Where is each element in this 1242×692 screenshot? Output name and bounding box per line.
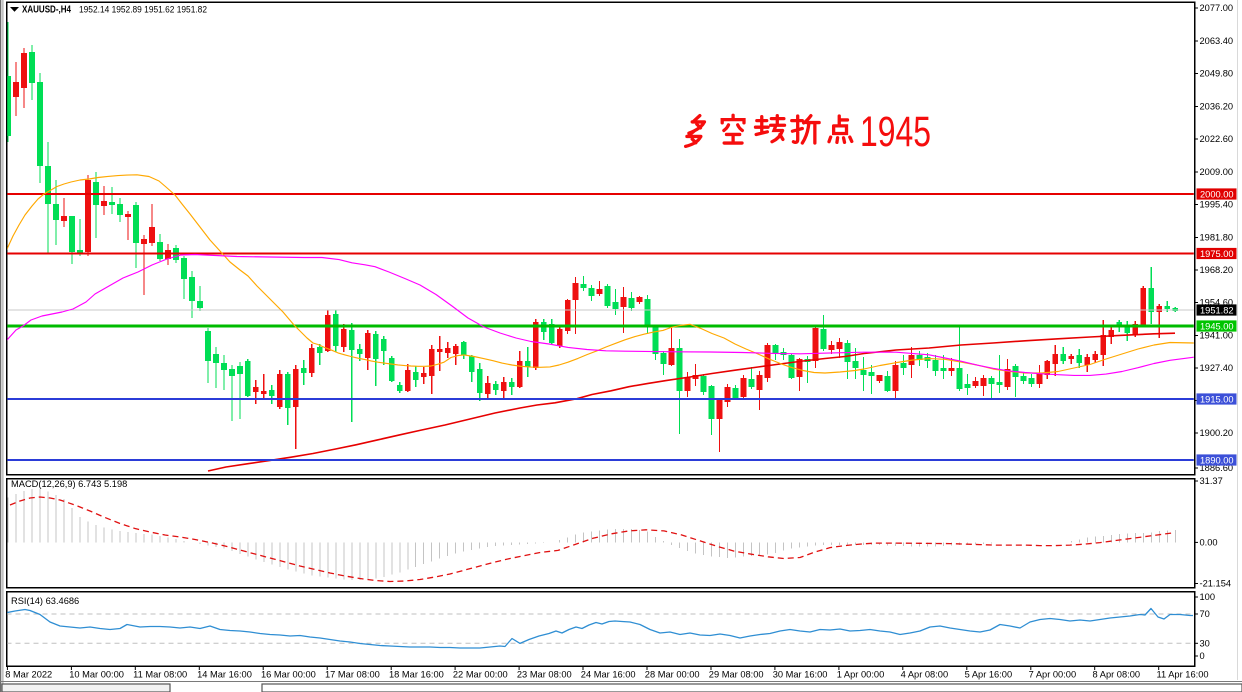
svg-text:1945: 1945: [860, 108, 931, 156]
svg-text:2036.20: 2036.20: [1200, 102, 1234, 112]
svg-text:1 Apr 00:00: 1 Apr 00:00: [837, 670, 885, 680]
svg-text:-21.154: -21.154: [1200, 579, 1232, 589]
svg-text:22 Mar 00:00: 22 Mar 00:00: [453, 670, 508, 680]
svg-text:1981.80: 1981.80: [1200, 233, 1234, 243]
svg-text:2049.80: 2049.80: [1200, 69, 1234, 79]
svg-text:11 Apr 16:00: 11 Apr 16:00: [1157, 670, 1209, 680]
svg-text:1954.60: 1954.60: [1200, 298, 1234, 308]
svg-text:1952.14 1952.89 1951.62 1951.8: 1952.14 1952.89 1951.62 1951.82: [79, 5, 207, 16]
svg-text:4 Apr 08:00: 4 Apr 08:00: [901, 670, 949, 680]
svg-text:100: 100: [1200, 592, 1216, 602]
svg-text:1975.00: 1975.00: [1200, 249, 1234, 259]
svg-text:30: 30: [1200, 639, 1210, 649]
svg-text:7 Apr 00:00: 7 Apr 00:00: [1029, 670, 1077, 680]
svg-text:1886.60: 1886.60: [1200, 463, 1234, 473]
svg-text:2000.00: 2000.00: [1200, 189, 1234, 199]
svg-text:1941.00: 1941.00: [1200, 331, 1234, 341]
svg-text:14 Mar 16:00: 14 Mar 16:00: [197, 670, 252, 680]
svg-text:70: 70: [1200, 609, 1210, 619]
svg-text:1945.00: 1945.00: [1200, 321, 1234, 331]
svg-text:18 Mar 16:00: 18 Mar 16:00: [389, 670, 444, 680]
svg-text:29 Mar 08:00: 29 Mar 08:00: [709, 670, 764, 680]
svg-text:30 Mar 16:00: 30 Mar 16:00: [773, 670, 828, 680]
svg-text:8 Mar 2022: 8 Mar 2022: [5, 670, 52, 680]
svg-text:2063.40: 2063.40: [1200, 36, 1234, 46]
svg-text:28 Mar 00:00: 28 Mar 00:00: [645, 670, 700, 680]
svg-text:1915.00: 1915.00: [1200, 394, 1234, 404]
svg-text:31.37: 31.37: [1200, 476, 1223, 486]
svg-text:24 Mar 16:00: 24 Mar 16:00: [581, 670, 636, 680]
svg-text:MACD(12,26,9) 6.743 5.198: MACD(12,26,9) 6.743 5.198: [11, 479, 127, 489]
svg-text:17 Mar 08:00: 17 Mar 08:00: [325, 670, 380, 680]
svg-text:2077.00: 2077.00: [1200, 3, 1234, 13]
svg-text:1927.40: 1927.40: [1200, 363, 1234, 373]
svg-text:2009.00: 2009.00: [1200, 167, 1234, 177]
svg-text:XAUUSD-,H4: XAUUSD-,H4: [22, 5, 71, 16]
svg-text:0: 0: [1200, 651, 1205, 661]
svg-text:RSI(14) 63.4686: RSI(14) 63.4686: [11, 596, 79, 606]
svg-text:1890.00: 1890.00: [1200, 455, 1234, 465]
svg-text:0.00: 0.00: [1200, 538, 1218, 548]
svg-text:1900.20: 1900.20: [1200, 428, 1234, 438]
svg-text:1995.40: 1995.40: [1200, 200, 1234, 210]
svg-text:23 Mar 08:00: 23 Mar 08:00: [517, 670, 572, 680]
svg-text:2022.60: 2022.60: [1200, 134, 1234, 144]
svg-text:8 Apr 08:00: 8 Apr 08:00: [1093, 670, 1141, 680]
svg-text:1968.20: 1968.20: [1200, 265, 1234, 275]
svg-text:16 Mar 00:00: 16 Mar 00:00: [261, 670, 316, 680]
svg-text:1951.82: 1951.82: [1200, 305, 1234, 315]
svg-text:11 Mar 08:00: 11 Mar 08:00: [133, 670, 187, 680]
svg-text:5 Apr 16:00: 5 Apr 16:00: [965, 670, 1013, 680]
svg-text:10 Mar 00:00: 10 Mar 00:00: [69, 670, 124, 680]
